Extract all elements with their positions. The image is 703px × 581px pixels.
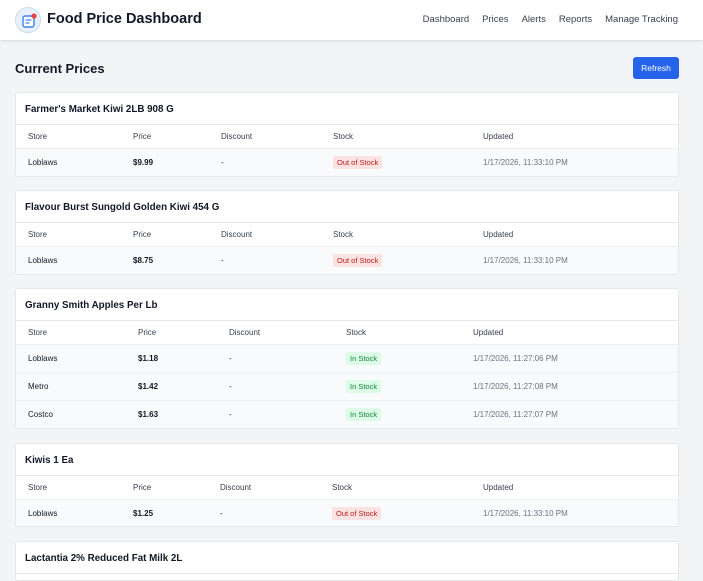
status-badge: Out of Stock: [332, 507, 382, 520]
price-cell: $1.25: [133, 509, 154, 518]
column-header-price: Price: [133, 132, 152, 141]
store-cell: Loblaws: [28, 354, 58, 363]
nav-manage-tracking[interactable]: Manage Tracking: [605, 14, 678, 25]
table-row: Loblaws $1.25 - Out of Stock 1/17/2026, …: [16, 499, 678, 526]
column-header-stock: Stock: [346, 328, 367, 337]
price-cell: $9.99: [133, 158, 154, 167]
table-row: Loblaws $1.18 - In Stock 1/17/2026, 11:2…: [16, 344, 678, 372]
discount-cell: -: [229, 410, 232, 419]
column-header-discount: Discount: [220, 483, 252, 492]
status-badge: In Stock: [346, 408, 382, 421]
column-header-price: Price: [133, 230, 152, 239]
logo-icon[interactable]: [15, 7, 41, 33]
product-card: Lactantia 2% Reduced Fat Milk 2L: [15, 541, 679, 581]
updated-cell: 1/17/2026, 11:33:10 PM: [483, 509, 568, 518]
product-card: Flavour Burst Sungold Golden Kiwi 454 G …: [15, 190, 679, 275]
product-card: Farmer's Market Kiwi 2LB 908 G Store Pri…: [15, 92, 679, 177]
price-cell: $1.18: [138, 354, 159, 363]
status-badge: Out of Stock: [333, 254, 383, 267]
store-cell: Loblaws: [28, 509, 58, 518]
stock-cell: Out of Stock: [332, 500, 382, 526]
table-row: Costco $1.63 - In Stock 1/17/2026, 11:27…: [16, 400, 678, 428]
stock-cell: In Stock: [346, 401, 382, 428]
column-header-stock: Stock: [333, 230, 354, 239]
stock-cell: In Stock: [346, 345, 382, 372]
discount-cell: -: [229, 382, 232, 391]
product-card: Kiwis 1 Ea Store Price Discount Stock Up…: [15, 443, 679, 527]
updated-cell: 1/17/2026, 11:33:10 PM: [483, 256, 568, 265]
brand-title: Food Price Dashboard: [47, 11, 202, 27]
discount-cell: -: [221, 256, 224, 265]
discount-cell: -: [221, 158, 224, 167]
stock-cell: In Stock: [346, 373, 382, 400]
updated-cell: 1/17/2026, 11:27:07 PM: [473, 410, 558, 419]
column-header-stock: Stock: [333, 132, 354, 141]
nav-reports[interactable]: Reports: [558, 14, 593, 25]
price-cell: $1.63: [138, 410, 159, 419]
store-cell: Costco: [28, 410, 53, 419]
column-header-discount: Discount: [229, 328, 261, 337]
nav-alerts[interactable]: Alerts: [521, 14, 546, 25]
page-title: Current Prices: [15, 61, 105, 76]
updated-cell: 1/17/2026, 11:27:06 PM: [473, 354, 558, 363]
table-header-row: Store Price Discount Stock Updated: [16, 125, 678, 148]
column-header-store: Store: [28, 230, 48, 239]
column-header-stock: Stock: [332, 483, 353, 492]
updated-cell: 1/17/2026, 11:27:08 PM: [473, 382, 558, 391]
table-row: Metro $1.42 - In Stock 1/17/2026, 11:27:…: [16, 372, 678, 400]
updated-cell: 1/17/2026, 11:33:10 PM: [483, 158, 568, 167]
column-header-discount: Discount: [221, 230, 253, 239]
store-cell: Metro: [28, 382, 49, 391]
table-header-row: Store Price Discount Stock Updated: [16, 321, 678, 344]
top-navbar: Food Price Dashboard Dashboard Prices Al…: [0, 0, 703, 40]
table-header-row: Store Price Discount Stock Updated: [16, 223, 678, 246]
column-header-store: Store: [28, 483, 48, 492]
status-badge: In Stock: [346, 352, 382, 365]
store-cell: Loblaws: [28, 256, 58, 265]
product-name: Farmer's Market Kiwi 2LB 908 G: [16, 93, 678, 125]
column-header-store: Store: [28, 328, 48, 337]
column-header-discount: Discount: [221, 132, 253, 141]
product-name: Flavour Burst Sungold Golden Kiwi 454 G: [16, 191, 678, 223]
stock-cell: Out of Stock: [333, 149, 383, 176]
column-header-store: Store: [28, 132, 48, 141]
stock-cell: Out of Stock: [333, 247, 383, 274]
column-header-price: Price: [133, 483, 152, 492]
product-card: Granny Smith Apples Per Lb Store Price D…: [15, 288, 679, 429]
discount-cell: -: [229, 354, 232, 363]
discount-cell: -: [220, 509, 223, 518]
product-name: Lactantia 2% Reduced Fat Milk 2L: [16, 542, 678, 574]
table-row: Loblaws $9.99 - Out of Stock 1/17/2026, …: [16, 148, 678, 176]
product-name: Kiwis 1 Ea: [16, 444, 678, 476]
table-header-row: Store Price Discount Stock Updated: [16, 476, 678, 499]
status-badge: In Stock: [346, 380, 382, 393]
column-header-updated: Updated: [483, 483, 514, 492]
column-header-updated: Updated: [483, 132, 514, 141]
refresh-button[interactable]: Refresh: [633, 57, 679, 79]
price-cell: $8.75: [133, 256, 154, 265]
nav-prices[interactable]: Prices: [482, 14, 509, 25]
price-cell: $1.42: [138, 382, 159, 391]
product-name: Granny Smith Apples Per Lb: [16, 289, 678, 321]
column-header-updated: Updated: [483, 230, 514, 239]
column-header-price: Price: [138, 328, 157, 337]
column-header-updated: Updated: [473, 328, 504, 337]
status-badge: Out of Stock: [333, 156, 383, 169]
nav-dashboard[interactable]: Dashboard: [422, 14, 470, 25]
store-cell: Loblaws: [28, 158, 58, 167]
main-nav: Dashboard Prices Alerts Reports Manage T…: [423, 14, 678, 25]
table-row: Loblaws $8.75 - Out of Stock 1/17/2026, …: [16, 246, 678, 274]
